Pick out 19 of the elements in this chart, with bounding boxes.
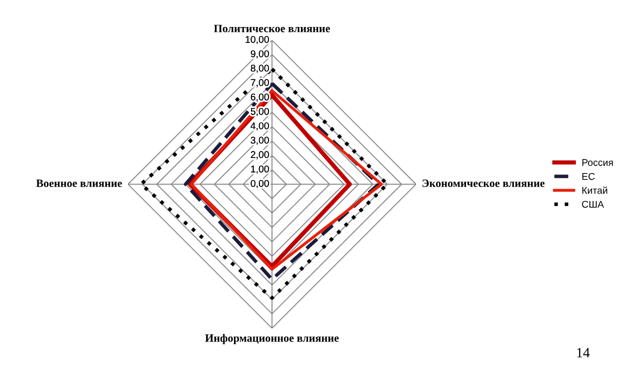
legend-label: Китай [582, 186, 608, 194]
text: 14 [577, 348, 590, 358]
y-tick-label: 0,00 [250, 180, 269, 188]
y-tick-label: 4,00 [250, 122, 269, 130]
y-tick-label: 10,00 [246, 36, 269, 44]
spoke-label: Экономическое влияние [422, 180, 545, 188]
y-tick-label: 3,00 [250, 136, 269, 145]
spoke-label: Военное влияние [36, 180, 122, 188]
legend-label: ЕС [582, 173, 595, 180]
spoke-label: Политическое влияние [214, 24, 330, 32]
legend-label: США [582, 200, 604, 208]
y-tick-label: 2,00 [250, 151, 269, 160]
y-tick-label: 9,00 [250, 50, 269, 58]
y-tick-label: 8,00 [250, 64, 269, 73]
legend-label: Россия [582, 159, 613, 166]
y-tick-label: 6,00 [250, 94, 269, 102]
y-tick-label: 1,00 [251, 166, 269, 174]
y-tick-label: 7,00 [250, 79, 269, 88]
spoke-label: Информационное влияние [205, 334, 339, 344]
